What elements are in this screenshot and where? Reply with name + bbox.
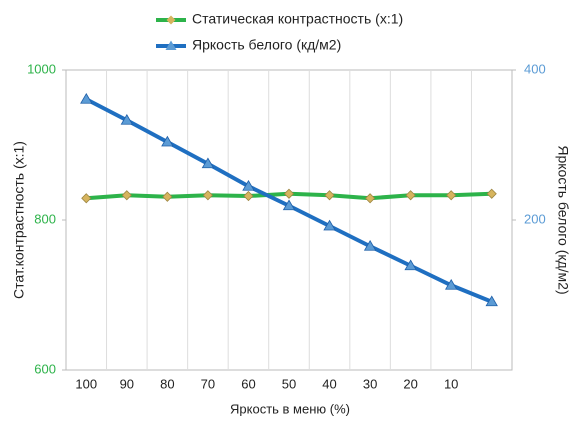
y2-tick-label: 400 [524, 61, 546, 76]
x-tick-label: 20 [403, 376, 417, 391]
x-tick-label: 60 [241, 376, 255, 391]
point [242, 179, 255, 191]
point [161, 135, 174, 147]
legend-label: Статическая контрастность (x:1) [192, 11, 403, 27]
point [243, 190, 254, 202]
point [282, 199, 296, 211]
plot-frame [65, 69, 513, 371]
legend-label: Яркость белого (кд/м2) [192, 37, 341, 53]
point [365, 193, 376, 204]
x-tick-label: 90 [120, 376, 134, 391]
point [446, 190, 457, 201]
point [80, 92, 93, 104]
point [485, 295, 498, 307]
x-tick-label: 50 [282, 376, 296, 391]
x-tick-label: 80 [160, 376, 174, 391]
point [162, 191, 173, 202]
x-tick-label: 30 [363, 376, 377, 391]
point [486, 188, 497, 199]
y-tick-label: 800 [34, 211, 56, 226]
point [201, 157, 215, 169]
point [323, 219, 336, 231]
x-tick-label: 100 [75, 376, 97, 391]
point [404, 259, 417, 271]
point [81, 193, 92, 204]
y2-tick-label: 200 [524, 211, 546, 226]
point [405, 190, 416, 201]
legend-marker [166, 15, 176, 25]
legend-marker [165, 40, 177, 50]
y-tick-label: 1000 [27, 61, 56, 76]
y-axis-label: Стат.контрастность (x:1) [11, 141, 27, 299]
point [283, 188, 295, 199]
x-tick-label: 10 [444, 376, 458, 391]
y-tick-label: 600 [34, 361, 56, 376]
point [202, 190, 213, 201]
x-tick-label: 70 [201, 376, 215, 391]
x-tick-label: 40 [322, 376, 336, 391]
point [121, 190, 132, 201]
point [444, 278, 458, 290]
point [363, 239, 377, 251]
x-axis-label: Яркость в меню (%) [230, 401, 350, 416]
point [324, 190, 335, 201]
y2-axis-label: Яркость белого (кд/м2) [555, 145, 571, 294]
point [120, 113, 134, 125]
